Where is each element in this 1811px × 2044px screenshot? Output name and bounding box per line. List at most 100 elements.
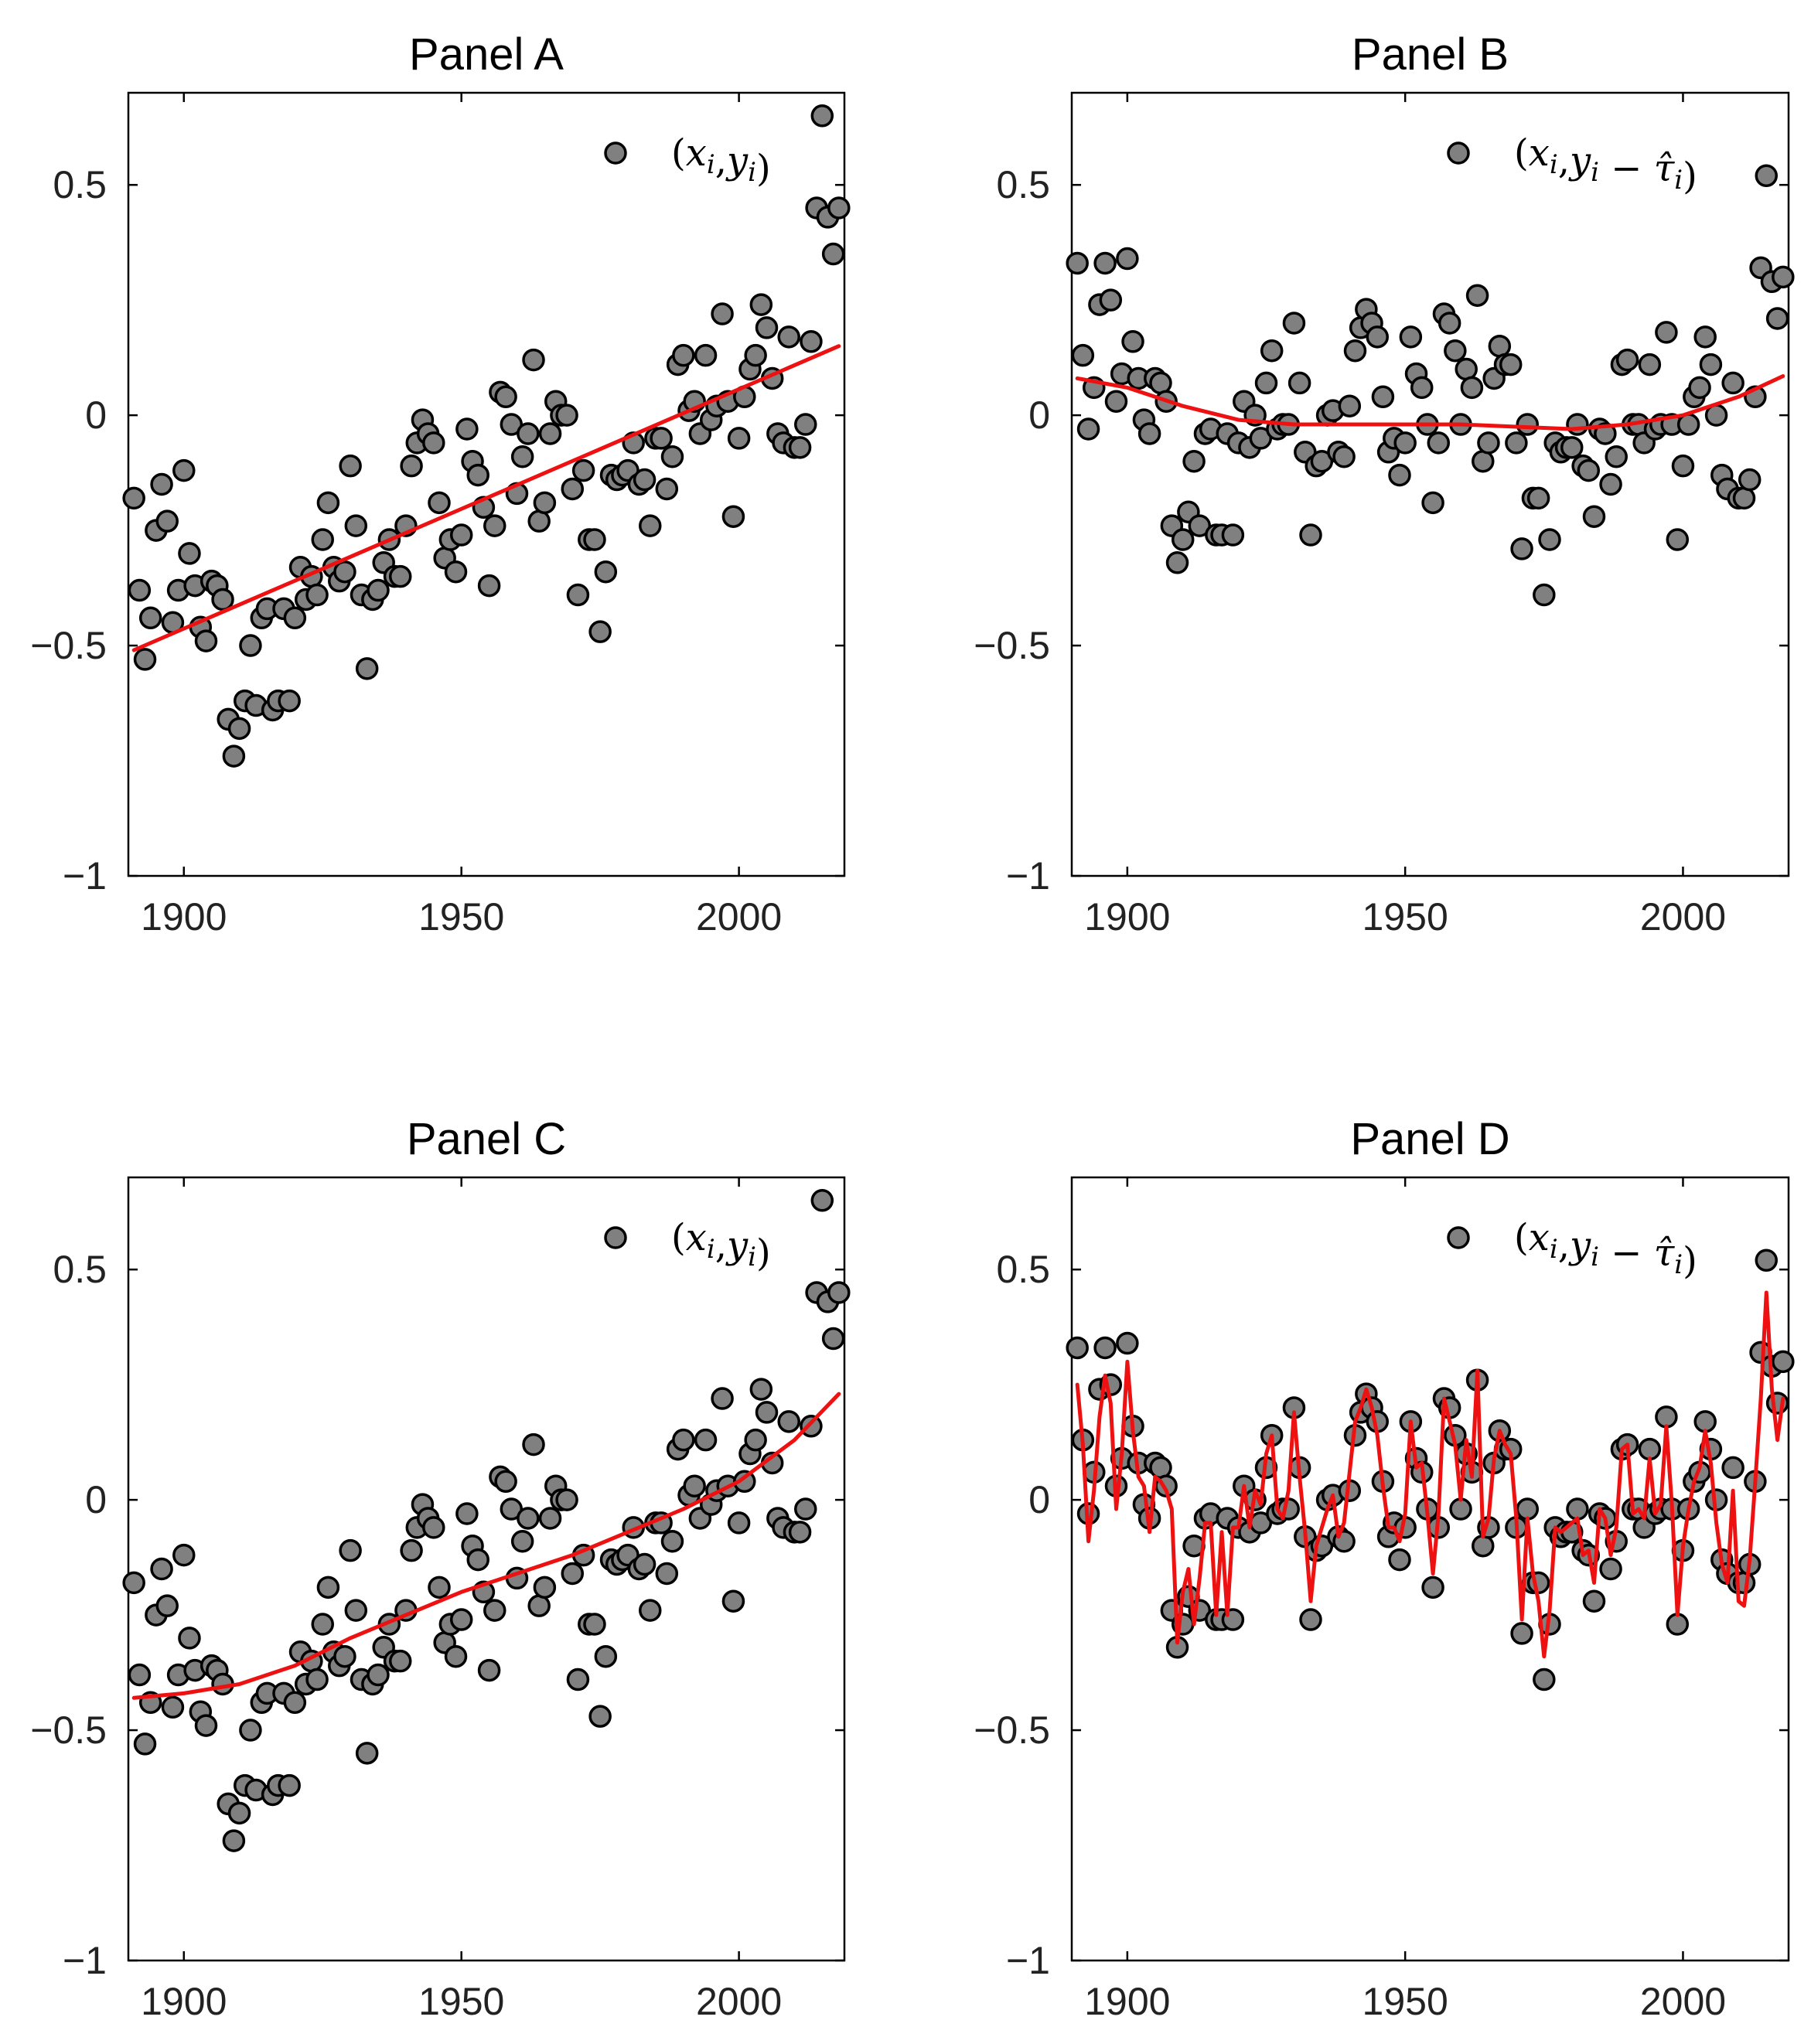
data-point bbox=[1772, 265, 1795, 289]
data-point bbox=[178, 542, 201, 565]
data-point bbox=[283, 606, 307, 630]
data-point bbox=[538, 422, 562, 445]
data-points bbox=[1066, 164, 1795, 607]
data-point bbox=[749, 293, 773, 316]
data-point bbox=[660, 445, 684, 468]
data-point bbox=[194, 629, 218, 652]
data-point bbox=[128, 578, 152, 602]
data-point bbox=[794, 413, 817, 436]
data-point bbox=[1465, 284, 1489, 307]
data-point bbox=[1444, 339, 1467, 363]
data-point bbox=[522, 348, 545, 372]
fit-line bbox=[131, 1392, 841, 1700]
data-points bbox=[122, 1189, 851, 1852]
y-tick-label: −0.5 bbox=[974, 1708, 1050, 1752]
data-point bbox=[1560, 436, 1584, 459]
data-point bbox=[1221, 523, 1245, 547]
x-tick-label: 1900 bbox=[141, 1980, 227, 2023]
data-point bbox=[449, 1608, 473, 1631]
panel-title: Panel C bbox=[407, 1114, 566, 1164]
axes-frame bbox=[127, 1176, 846, 1962]
data-point bbox=[1605, 445, 1628, 468]
data-point bbox=[1655, 321, 1678, 344]
data-point bbox=[211, 588, 234, 611]
data-point bbox=[1755, 164, 1779, 188]
data-point bbox=[810, 104, 834, 128]
data-point bbox=[122, 486, 145, 510]
panel-title: Panel B bbox=[1352, 29, 1509, 80]
data-point bbox=[494, 1470, 517, 1494]
data-point bbox=[821, 1327, 845, 1351]
y-tick-label: 0 bbox=[1028, 1478, 1050, 1521]
data-point bbox=[305, 583, 329, 607]
data-point bbox=[311, 528, 334, 551]
data-point bbox=[278, 689, 301, 713]
legend-label: (xi,yi) bbox=[671, 1216, 771, 1275]
data-point bbox=[483, 514, 506, 537]
data-point bbox=[1066, 251, 1089, 275]
data-point bbox=[1393, 431, 1417, 455]
data-point bbox=[1472, 1534, 1495, 1558]
data-point bbox=[1076, 417, 1100, 441]
y-tick-label: −0.5 bbox=[974, 624, 1050, 667]
data-point bbox=[1388, 1548, 1411, 1572]
data-point bbox=[1526, 486, 1550, 510]
data-point bbox=[711, 1387, 734, 1410]
data-point bbox=[1104, 390, 1128, 413]
data-point bbox=[122, 1571, 145, 1595]
data-point bbox=[566, 1668, 590, 1691]
data-points bbox=[122, 104, 851, 768]
x-tick-label: 2000 bbox=[696, 1980, 782, 2023]
data-point bbox=[422, 431, 445, 455]
x-tick-label: 2000 bbox=[696, 895, 782, 939]
data-point bbox=[1688, 376, 1711, 400]
data-point bbox=[655, 1562, 679, 1586]
data-point bbox=[810, 1189, 834, 1212]
data-point bbox=[711, 302, 734, 325]
data-point bbox=[594, 560, 618, 584]
panel-a: Panel A 1900 1950 2000 0.5 0 −0.5 −1 (xi,yi) bbox=[30, 29, 851, 939]
y-tick-label: −0.5 bbox=[30, 624, 107, 667]
data-point bbox=[561, 1562, 585, 1586]
data-point bbox=[1516, 1497, 1540, 1521]
panel-c: Panel C 1900 1950 2000 0.5 0 −0.5 −1 (xi,yi) bbox=[30, 1114, 851, 2023]
data-point bbox=[522, 1433, 545, 1456]
y-tick-label: 0 bbox=[85, 393, 107, 437]
data-point bbox=[1765, 307, 1789, 330]
data-point bbox=[239, 634, 262, 657]
x-tick-label: 1900 bbox=[1084, 1980, 1170, 2023]
data-point bbox=[777, 325, 800, 349]
data-point bbox=[1594, 422, 1617, 445]
legend-label: (xi,yi − τ̂i) bbox=[1514, 1216, 1697, 1283]
data-point bbox=[1410, 376, 1434, 400]
data-point bbox=[1721, 1456, 1744, 1480]
data-point bbox=[1693, 1410, 1717, 1433]
data-point bbox=[1772, 1350, 1795, 1374]
data-point bbox=[1399, 325, 1423, 349]
data-point bbox=[777, 1410, 800, 1433]
data-point bbox=[339, 1538, 362, 1562]
y-tick-label: 0.5 bbox=[53, 1248, 107, 1291]
data-point bbox=[1093, 251, 1117, 275]
data-point bbox=[527, 509, 551, 533]
data-point bbox=[227, 1801, 251, 1825]
data-point bbox=[339, 454, 362, 478]
data-point bbox=[1332, 445, 1356, 468]
data-point bbox=[1254, 371, 1278, 395]
data-point bbox=[1566, 413, 1589, 436]
data-point bbox=[1421, 1576, 1444, 1599]
data-point bbox=[1182, 449, 1206, 473]
data-point bbox=[455, 417, 479, 441]
data-point bbox=[1510, 1622, 1533, 1645]
data-point bbox=[1171, 528, 1195, 551]
data-point bbox=[305, 1668, 329, 1691]
fit-line bbox=[1075, 1290, 1785, 1659]
panel-b: Panel B 1900 1950 2000 0.5 0 −0.5 −1 (xi,yi − τ̂… bbox=[974, 29, 1795, 939]
data-point bbox=[1699, 353, 1723, 376]
data-point bbox=[527, 1594, 551, 1617]
data-point bbox=[1516, 413, 1540, 436]
data-point bbox=[449, 523, 473, 547]
data-point bbox=[278, 1773, 301, 1797]
data-point bbox=[477, 1658, 501, 1682]
data-point bbox=[1577, 458, 1601, 482]
